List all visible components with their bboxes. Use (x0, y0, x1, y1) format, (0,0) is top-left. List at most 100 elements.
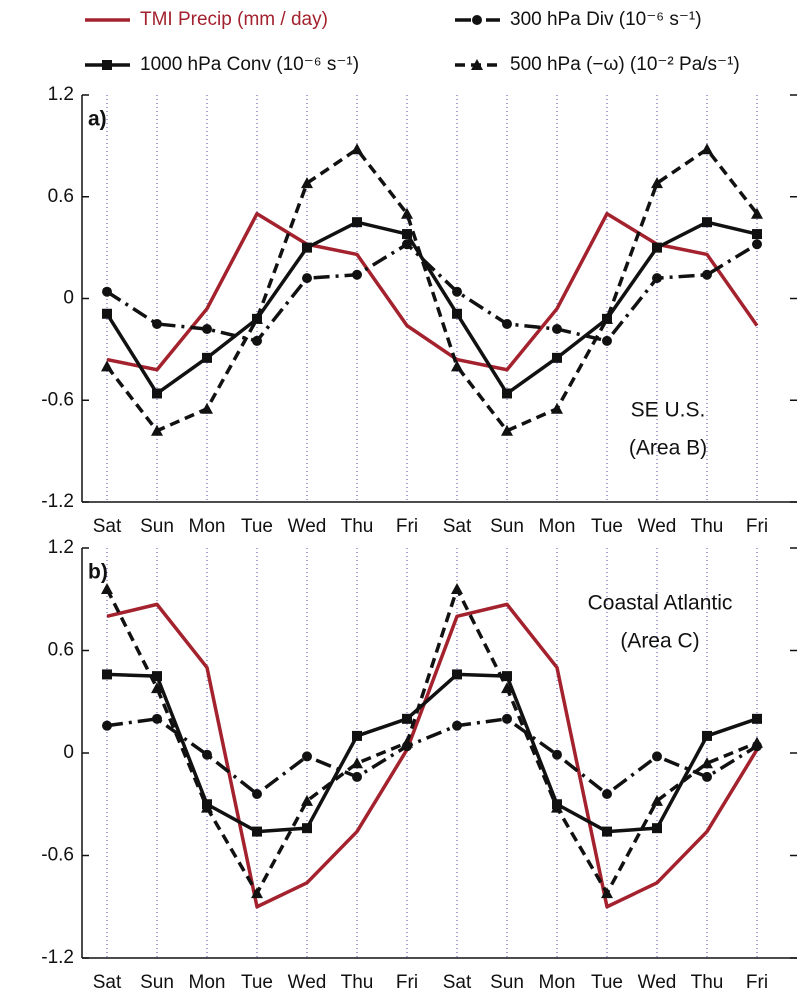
x-tick-label: Thu (691, 972, 724, 992)
marker (501, 682, 513, 694)
marker (551, 402, 563, 414)
marker (502, 388, 512, 399)
marker (402, 713, 412, 724)
marker (502, 713, 512, 724)
marker (252, 789, 262, 799)
y-tick-label: 1.2 (48, 84, 74, 105)
marker (401, 207, 413, 219)
marker (201, 402, 213, 414)
marker (202, 324, 212, 335)
x-tick-label: Sun (490, 972, 524, 992)
x-tick-label: Tue (591, 516, 623, 537)
series-line (106, 242, 758, 343)
y-tick-label: 0 (63, 288, 74, 309)
marker (152, 671, 162, 682)
series-line (105, 147, 759, 433)
marker (601, 312, 613, 324)
marker (101, 583, 113, 594)
marker (472, 15, 482, 25)
marker (702, 771, 712, 782)
x-tick-label: Mon (189, 972, 226, 992)
marker (152, 388, 162, 399)
marker (102, 720, 112, 731)
marker (101, 360, 113, 372)
x-tick-label: Mon (539, 972, 576, 992)
x-tick-label: Wed (288, 972, 327, 992)
x-tick-label: Tue (591, 972, 623, 992)
marker (752, 713, 762, 724)
marker (102, 60, 112, 70)
x-tick-label: Fri (396, 972, 418, 992)
marker (152, 713, 162, 724)
x-tick-label: Sun (140, 972, 174, 992)
x-tick-label: Wed (638, 972, 677, 992)
y-tick-label: -1.2 (41, 947, 74, 968)
marker (201, 801, 213, 813)
marker (352, 217, 362, 228)
marker (701, 143, 713, 155)
marker (352, 771, 362, 782)
x-tick-label: Fri (746, 972, 768, 992)
x-tick-label: Thu (341, 972, 374, 992)
legend-label: TMI Precip (mm / day) (140, 9, 328, 30)
marker (152, 318, 162, 329)
x-tick-label: Fri (396, 516, 418, 537)
marker (751, 736, 763, 748)
marker (301, 794, 313, 806)
y-tick-label: 0.6 (48, 186, 74, 207)
x-tick-label: Tue (241, 972, 273, 992)
legend-label: 1000 hPa Conv (10⁻⁶ s⁻¹) (140, 54, 359, 75)
marker (501, 424, 513, 436)
marker (452, 308, 462, 319)
marker (402, 239, 412, 250)
x-tick-label: Wed (288, 516, 327, 537)
marker (352, 269, 362, 280)
marker (301, 177, 313, 189)
marker (651, 794, 663, 806)
x-tick-label: Mon (539, 516, 576, 537)
marker (752, 229, 762, 240)
marker (252, 826, 262, 837)
annotation: (Area C) (620, 630, 699, 653)
marker (151, 424, 163, 436)
y-tick-label: 0 (63, 742, 74, 763)
marker (452, 669, 462, 680)
marker (602, 826, 612, 837)
marker (351, 143, 363, 155)
marker (652, 751, 662, 762)
series-line (106, 211, 759, 372)
marker (302, 823, 312, 834)
series-line (106, 672, 758, 834)
annotation: (Area B) (629, 437, 707, 460)
marker (402, 229, 412, 240)
marker (552, 324, 562, 335)
marker (451, 360, 463, 372)
marker (202, 749, 212, 760)
marker (401, 736, 413, 748)
x-tick-label: Sat (443, 516, 472, 537)
x-tick-label: Fri (746, 516, 768, 537)
marker (652, 823, 662, 834)
marker (602, 335, 612, 346)
marker (302, 751, 312, 762)
marker (102, 308, 112, 319)
annotation: SE U.S. (631, 399, 706, 422)
series-line (106, 717, 758, 796)
y-tick-label: 0.6 (48, 640, 74, 661)
marker (251, 312, 263, 324)
marker (502, 318, 512, 329)
series-line (105, 220, 758, 396)
marker (102, 286, 112, 297)
marker (452, 720, 462, 731)
marker (202, 352, 212, 363)
x-tick-label: Mon (189, 516, 226, 537)
marker (302, 242, 312, 253)
marker (502, 671, 512, 682)
x-tick-label: Sat (93, 516, 122, 537)
series-line (106, 602, 759, 909)
x-tick-label: Sat (443, 972, 472, 992)
marker (652, 242, 662, 253)
marker (352, 730, 362, 741)
marker (151, 682, 163, 694)
